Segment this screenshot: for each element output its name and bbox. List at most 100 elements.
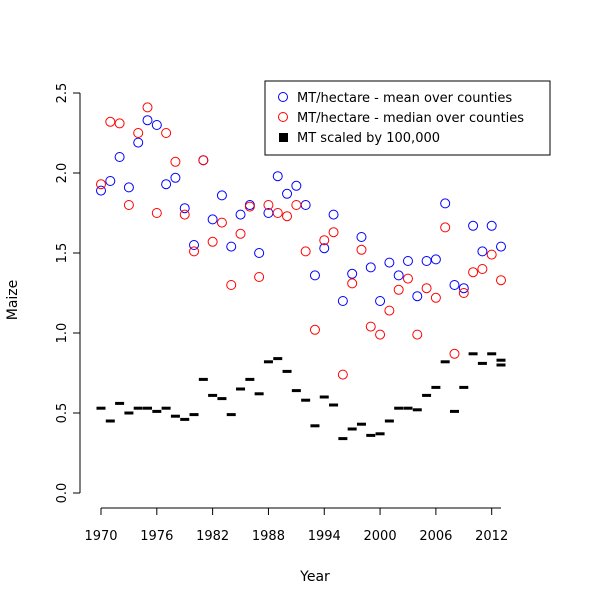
- data-point: [133, 137, 144, 148]
- data-point: [319, 243, 330, 254]
- data-point: [96, 179, 106, 190]
- data-point: [309, 324, 320, 335]
- x-tick-label: 1976: [140, 529, 173, 544]
- data-point: [123, 200, 134, 210]
- data-point: [114, 152, 125, 162]
- data-point: [123, 182, 134, 193]
- legend-label-median: MT/hectare - median over counties: [297, 111, 524, 126]
- data-point: [226, 241, 237, 252]
- data-point: [412, 329, 423, 340]
- data-point: [96, 185, 106, 196]
- data-point: [468, 267, 479, 278]
- data-point: [273, 357, 283, 361]
- data-point: [309, 270, 320, 281]
- x-tick-label: 2006: [419, 529, 452, 544]
- legend: MT/hectare - mean over counties MT/hecta…: [264, 80, 551, 156]
- data-point: [375, 329, 386, 340]
- data-point: [393, 284, 404, 295]
- legend-marker-median: [278, 112, 288, 122]
- data-point: [412, 291, 423, 302]
- data-point: [170, 156, 181, 167]
- data-point: [254, 392, 264, 396]
- data-point: [421, 256, 432, 266]
- data-point: [105, 419, 115, 423]
- x-tick-label: 2012: [475, 529, 508, 544]
- data-point: [142, 102, 153, 113]
- y-tick-label: 1.5: [55, 243, 70, 264]
- x-tick-label: 2000: [364, 529, 397, 544]
- data-point: [105, 176, 116, 186]
- data-point: [430, 254, 441, 265]
- data-point: [115, 401, 125, 405]
- data-point: [384, 305, 395, 316]
- x-tick-label: 1988: [252, 529, 285, 544]
- y-tick-label: 2.5: [55, 83, 70, 104]
- data-point: [338, 437, 348, 441]
- data-point: [375, 296, 386, 306]
- data-point: [421, 283, 432, 294]
- data-point: [170, 414, 180, 418]
- data-point: [291, 200, 302, 210]
- data-point: [468, 352, 478, 356]
- data-point: [459, 385, 469, 389]
- data-point: [366, 433, 376, 437]
- data-point: [347, 268, 358, 279]
- data-point: [236, 387, 246, 391]
- data-point: [217, 397, 227, 401]
- y-axis-ticks: 0.0 0.5 1.0 1.5 2.0 2.5: [55, 83, 80, 504]
- data-point: [458, 288, 469, 298]
- data-point: [431, 385, 441, 389]
- data-point: [235, 209, 246, 220]
- data-point: [282, 211, 293, 222]
- data-point: [430, 292, 441, 303]
- data-point: [263, 360, 273, 364]
- data-point: [440, 360, 450, 364]
- data-point: [440, 222, 451, 233]
- data-point: [207, 214, 218, 225]
- y-axis-title: Maize: [5, 280, 21, 321]
- data-point: [449, 280, 460, 290]
- data-point: [329, 403, 339, 407]
- data-point: [272, 171, 283, 182]
- data-point: [151, 120, 162, 130]
- data-point: [124, 411, 134, 415]
- data-point: [105, 116, 116, 127]
- data-point: [208, 393, 218, 397]
- data-point: [151, 208, 162, 218]
- data-point: [226, 413, 236, 417]
- data-point: [291, 180, 302, 191]
- y-tick-label: 2.0: [55, 163, 70, 184]
- x-axis-ticks: 1970 1976 1982 1988 1994 2000 2006 2012: [84, 508, 508, 544]
- data-point: [384, 419, 394, 423]
- data-point: [347, 278, 358, 289]
- data-point: [356, 232, 367, 242]
- data-point: [291, 389, 301, 393]
- data-point: [152, 409, 162, 413]
- data-point: [486, 249, 497, 260]
- series-2: [96, 352, 506, 441]
- data-point: [244, 201, 255, 212]
- x-axis-title: Year: [299, 569, 330, 585]
- data-point: [403, 406, 413, 410]
- data-point: [496, 358, 506, 362]
- data-point: [282, 188, 293, 199]
- data-point: [300, 200, 311, 210]
- data-point: [449, 348, 460, 359]
- series-1: [96, 102, 506, 380]
- data-point: [114, 118, 125, 129]
- data-point: [365, 262, 376, 273]
- data-point: [179, 203, 190, 214]
- data-point: [486, 220, 497, 231]
- data-point: [375, 432, 385, 436]
- data-point: [319, 395, 329, 399]
- x-tick-label: 1994: [308, 529, 341, 544]
- data-point: [198, 155, 209, 166]
- data-point: [365, 321, 376, 332]
- data-point: [96, 406, 106, 410]
- data-point: [207, 236, 218, 247]
- legend-marker-mean: [278, 92, 288, 102]
- data-point: [133, 406, 143, 410]
- data-point: [356, 422, 366, 426]
- data-point: [347, 427, 357, 431]
- y-tick-label: 0.0: [55, 483, 70, 504]
